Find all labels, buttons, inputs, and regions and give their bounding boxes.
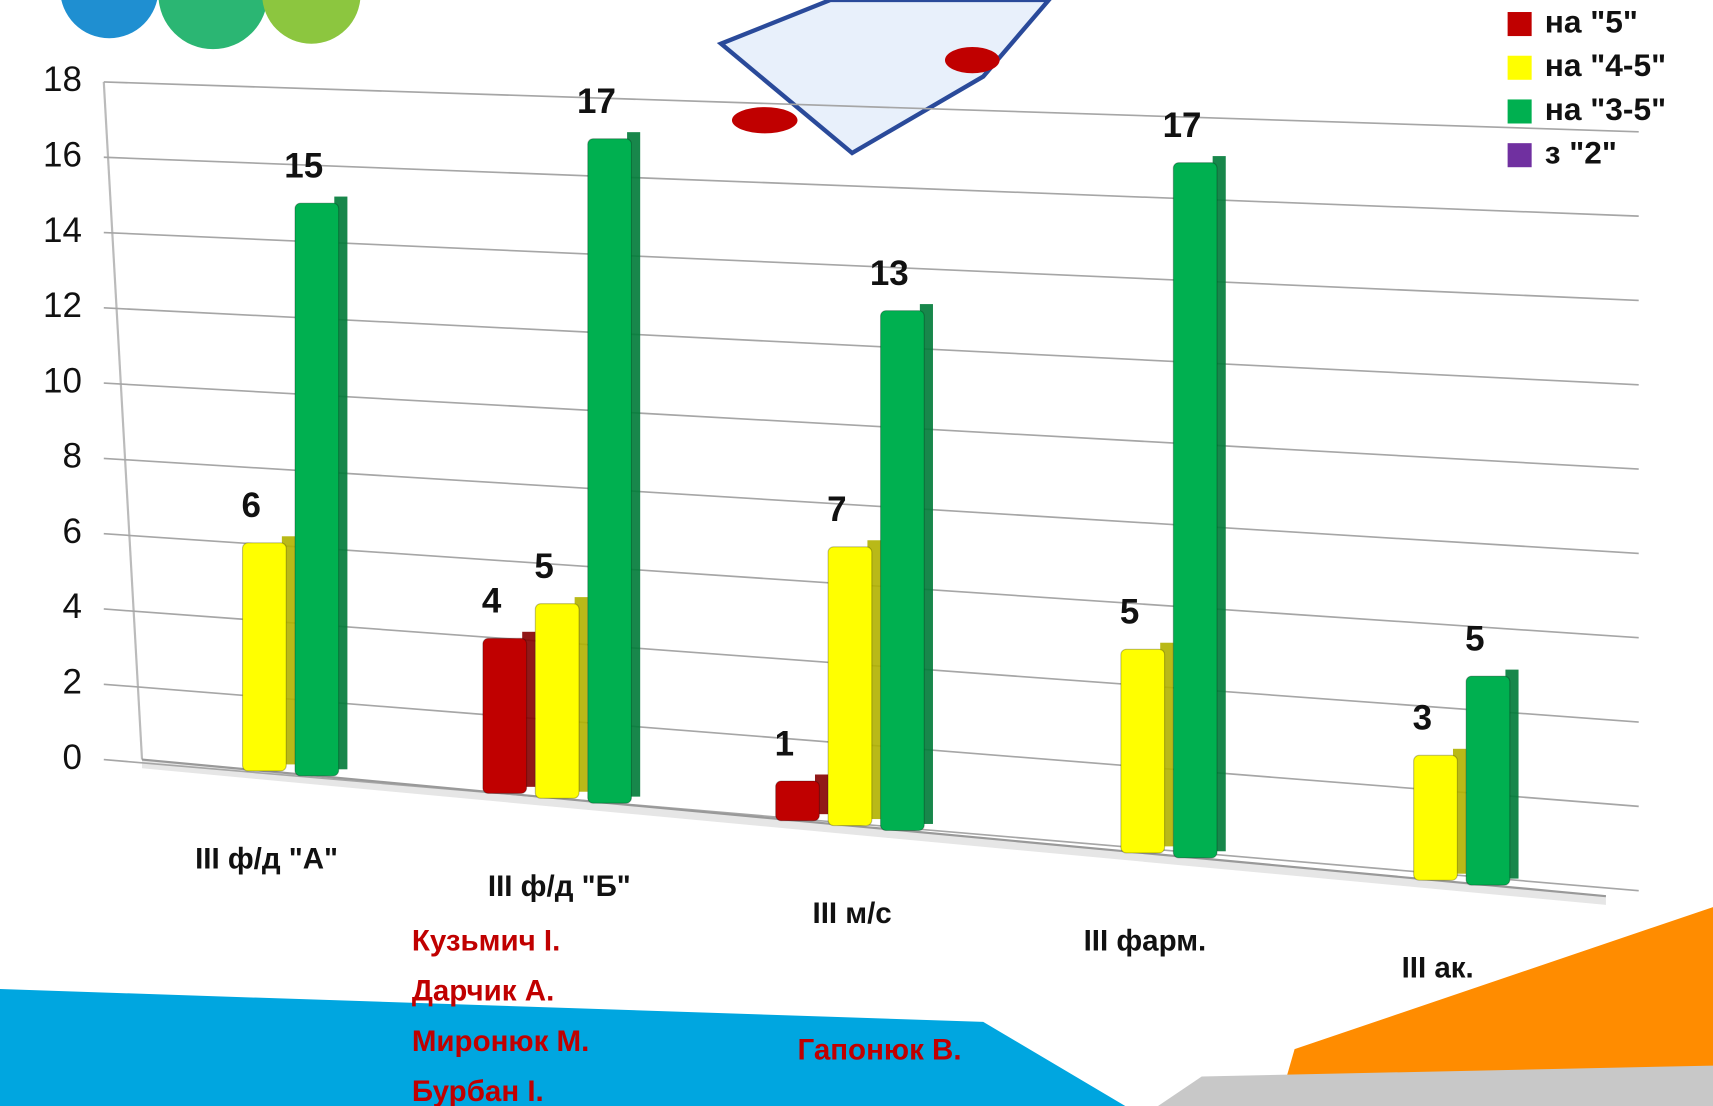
y-axis bbox=[104, 82, 142, 760]
decor-logo bbox=[158, 0, 267, 49]
decor-logo bbox=[60, 0, 158, 38]
legend-swatch bbox=[1508, 12, 1532, 36]
legend-label: на "4-5" bbox=[1545, 47, 1666, 83]
category-note: Бурбан І. bbox=[412, 1075, 544, 1106]
y-tick-label: 0 bbox=[62, 738, 81, 777]
value-label: 7 bbox=[827, 490, 846, 529]
page: {"chart_data": {"type": "bar", "categori… bbox=[0, 0, 1713, 1106]
x-tick-label: III фарм. bbox=[1084, 924, 1207, 957]
bar bbox=[483, 638, 527, 793]
x-tick-label: III м/с bbox=[813, 897, 892, 930]
y-tick-label: 16 bbox=[43, 135, 82, 174]
bar bbox=[1466, 676, 1510, 885]
x-tick-label: III ак. bbox=[1402, 952, 1474, 985]
chart: 024681012141618615III ф/д "А"4517III ф/д… bbox=[0, 0, 1713, 1106]
decor-gray bbox=[1158, 1066, 1713, 1106]
value-label: 17 bbox=[577, 82, 616, 121]
bar bbox=[1414, 755, 1458, 880]
value-label: 5 bbox=[1465, 619, 1484, 658]
legend-label: на "3-5" bbox=[1545, 91, 1666, 127]
legend-swatch bbox=[1508, 99, 1532, 123]
decor-logo bbox=[262, 0, 360, 44]
bar bbox=[295, 203, 339, 776]
y-tick-label: 6 bbox=[62, 512, 81, 551]
value-label: 1 bbox=[775, 724, 794, 763]
bar bbox=[828, 547, 872, 826]
value-label: 13 bbox=[870, 254, 909, 293]
category-note: Дарчик А. bbox=[412, 975, 554, 1008]
bar bbox=[243, 543, 287, 771]
value-label: 4 bbox=[482, 582, 502, 621]
y-tick-label: 14 bbox=[43, 211, 82, 250]
value-label: 3 bbox=[1413, 699, 1432, 738]
bar bbox=[588, 139, 632, 803]
y-tick-label: 8 bbox=[62, 437, 81, 476]
decor-book bbox=[721, 0, 1049, 153]
legend-label: з "2" bbox=[1545, 135, 1617, 171]
category-note: Гапонюк В. bbox=[798, 1034, 962, 1067]
bar bbox=[535, 604, 579, 799]
value-label: 17 bbox=[1163, 106, 1202, 145]
y-tick-label: 4 bbox=[62, 587, 81, 626]
value-label: 5 bbox=[534, 547, 553, 586]
bar bbox=[881, 311, 925, 831]
value-label: 6 bbox=[242, 486, 261, 525]
value-label: 15 bbox=[284, 146, 323, 185]
x-tick-label: III ф/д "Б" bbox=[488, 870, 631, 903]
y-tick-label: 18 bbox=[43, 60, 82, 99]
value-label: 5 bbox=[1120, 593, 1139, 632]
legend-swatch bbox=[1508, 143, 1532, 167]
y-tick-label: 2 bbox=[62, 662, 81, 701]
legend-swatch bbox=[1508, 56, 1532, 80]
bar bbox=[1173, 163, 1217, 858]
y-tick-label: 10 bbox=[43, 361, 82, 400]
category-note: Миронюк М. bbox=[412, 1025, 589, 1058]
y-tick-label: 12 bbox=[43, 286, 82, 325]
bar bbox=[1121, 649, 1165, 853]
bar bbox=[776, 781, 820, 821]
legend-label: на "5" bbox=[1545, 3, 1638, 39]
x-tick-label: III ф/д "А" bbox=[195, 842, 338, 875]
category-note: Кузьмич І. bbox=[412, 924, 560, 957]
